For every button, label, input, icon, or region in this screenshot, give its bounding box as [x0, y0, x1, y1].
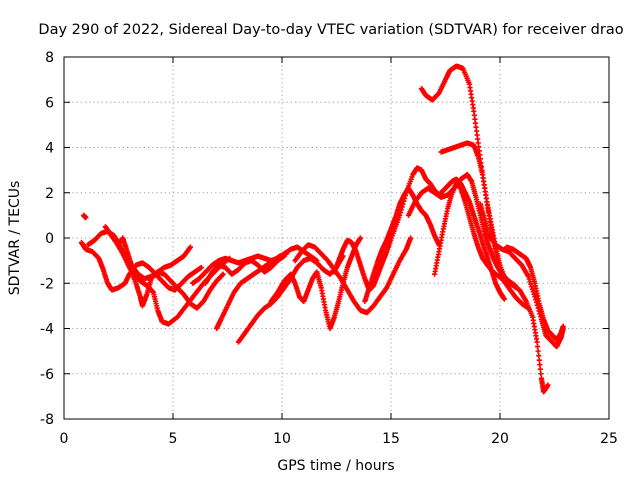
x-tick-label: 20 [491, 431, 509, 447]
series-arc-13 [362, 185, 442, 304]
series-arc-2 [81, 212, 89, 221]
data-point [399, 204, 405, 210]
data-point [402, 192, 409, 199]
x-axis-label: GPS time / hours [277, 458, 394, 474]
x-tick-label: 15 [382, 431, 400, 447]
y-tick-label: -4 [40, 322, 54, 338]
data-point [198, 264, 204, 271]
data-point [536, 353, 542, 359]
data-point [83, 215, 89, 221]
y-tick-label: -8 [40, 412, 54, 428]
grid-lines [64, 57, 609, 419]
x-tick-label: 5 [169, 431, 178, 447]
y-tick-label: -6 [40, 367, 54, 383]
y-tick-label: -2 [40, 276, 54, 292]
data-point [283, 251, 289, 257]
data-point [534, 339, 540, 345]
data-point [220, 271, 226, 277]
data-point [536, 357, 542, 363]
data-point [537, 362, 543, 368]
data-point [219, 272, 225, 278]
y-axis-label: SDTVAR / TECUs [7, 181, 23, 296]
series-arc-10 [268, 235, 364, 332]
data-point [538, 371, 544, 377]
series-arc-8 [214, 251, 289, 332]
data-point [535, 348, 541, 354]
data-point [397, 212, 403, 218]
data-point [535, 344, 541, 350]
data-point [501, 296, 507, 302]
series-arc-11 [292, 235, 414, 316]
x-tick-label: 10 [273, 431, 291, 447]
series-arc-1 [78, 239, 204, 293]
data-point [397, 209, 404, 216]
data-point [187, 244, 194, 250]
x-tick-label: 25 [600, 431, 618, 447]
y-tick-label: 4 [45, 141, 54, 157]
chart-title: Day 290 of 2022, Sidereal Day-to-day VTE… [38, 22, 623, 38]
data-point [357, 235, 364, 241]
data-point [402, 195, 408, 202]
y-tick-label: 6 [45, 95, 54, 111]
data-point [401, 198, 407, 204]
series-arc-5 [115, 235, 194, 282]
data-point [400, 201, 406, 207]
y-tick-label: 0 [45, 231, 54, 247]
data-point [149, 288, 156, 295]
data-points [78, 63, 566, 395]
axis-ticks [63, 56, 610, 420]
x-tick-label: 0 [60, 431, 69, 447]
series-arc-4 [102, 224, 226, 311]
data-point [408, 235, 414, 241]
data-point [398, 207, 404, 213]
plot-frame [63, 56, 610, 420]
y-tick-label: 8 [45, 50, 54, 66]
data-point [537, 366, 543, 372]
y-tick-label: 2 [45, 186, 54, 202]
tick-labels: 0 5 10 15 20 25 -8 -6 -4 -2 0 2 4 6 8 [40, 50, 618, 447]
